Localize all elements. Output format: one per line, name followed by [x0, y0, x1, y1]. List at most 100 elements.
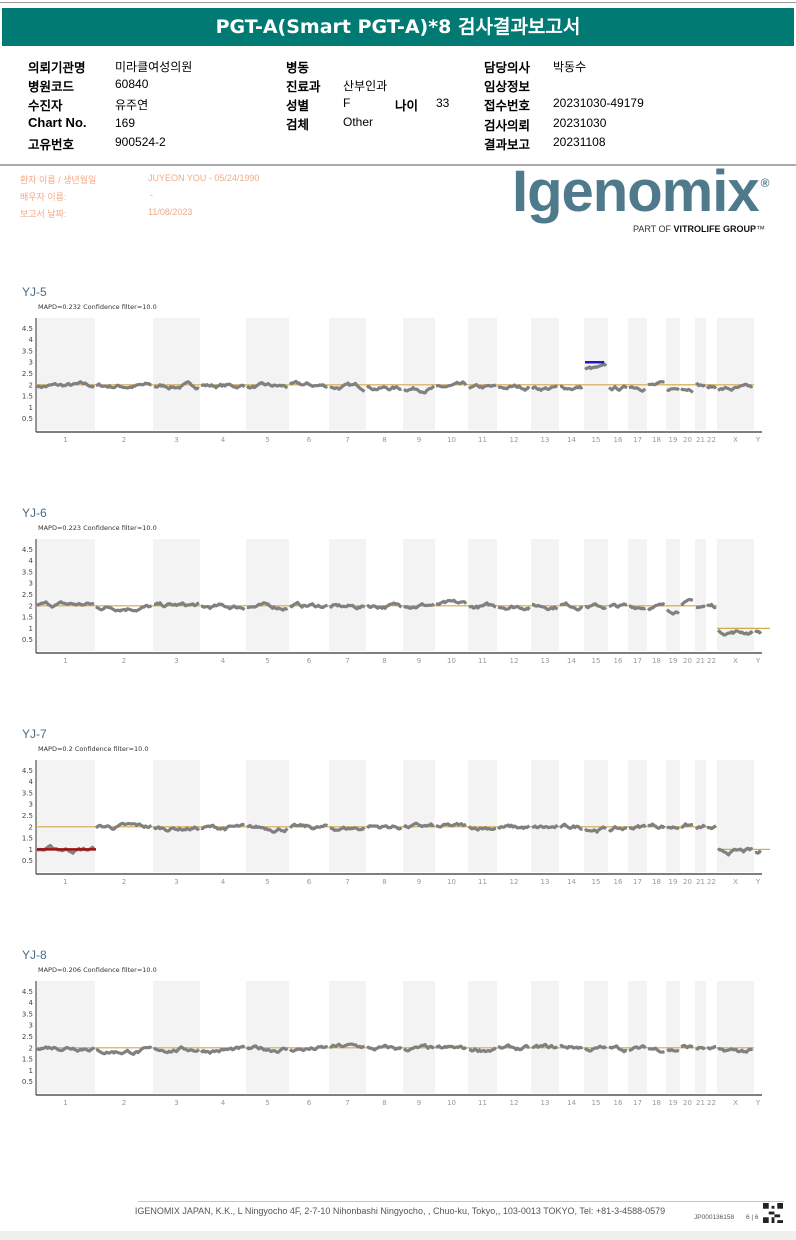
- value-specimen: Other: [343, 115, 374, 129]
- y-tick-label: 2: [29, 602, 33, 610]
- copy-number-trace-chr9: [402, 821, 435, 830]
- y-tick-label: 4.5: [22, 767, 33, 775]
- y-tick-label: 2: [29, 823, 33, 831]
- cnv-chart-yj7: YJ-7 MAPD=0.2 Confidence filter=10.0 0.5…: [0, 726, 796, 926]
- copy-number-trace-chr12: [497, 1043, 530, 1052]
- x-tick-label: 21: [696, 878, 705, 886]
- chromosome-band-9: [403, 539, 435, 651]
- value-patient: 유주연: [115, 98, 149, 112]
- logo-tagline: PART OF VITROLIFE GROUP™: [633, 224, 765, 235]
- copy-number-trace-chr6: [288, 379, 328, 389]
- x-tick-label: 15: [592, 1099, 601, 1107]
- igenomix-logo: Igenomix ®: [512, 163, 769, 221]
- chart-subtitle: MAPD=0.2 Confidence filter=10.0: [38, 745, 149, 753]
- copy-number-trace-chr16: [608, 384, 628, 392]
- chromosome-band-15: [584, 981, 608, 1093]
- copy-number-trace-chr3: [153, 601, 200, 609]
- copy-number-trace-chr15: [583, 825, 607, 834]
- x-tick-label: 7: [345, 657, 349, 665]
- copy-number-trace-chr16: [608, 602, 628, 609]
- copy-number-trace-chr22: [706, 824, 717, 831]
- copy-number-trace-chr2: [95, 381, 152, 390]
- chromosome-band-X: [717, 981, 754, 1093]
- page-number: 6 | 6: [746, 1214, 759, 1221]
- copy-number-trace-chr18: [647, 380, 665, 387]
- x-tick-label: X: [733, 878, 738, 886]
- x-tick-label: 16: [614, 1099, 623, 1107]
- copy-number-trace-chr20: [680, 822, 694, 829]
- copy-number-trace-chr7: [329, 825, 366, 832]
- chromosome-band-X: [717, 760, 754, 872]
- label-request-date: 검사의뢰: [484, 118, 531, 133]
- copy-number-trace-chr17: [628, 385, 647, 393]
- label-patient: 수진자: [28, 98, 63, 113]
- copy-number-trace-chr13: [531, 823, 559, 830]
- copy-number-trace-chr3: [153, 380, 200, 391]
- copy-number-trace-chr20: [680, 1043, 694, 1050]
- logo-text: Igenomix: [512, 159, 760, 224]
- x-tick-label: 10: [447, 657, 456, 665]
- x-tick-label: 1: [63, 878, 67, 886]
- copy-number-trace-chr4: [199, 1044, 246, 1055]
- copy-number-trace-chr22: [706, 602, 717, 610]
- x-tick-label: 7: [345, 1099, 349, 1107]
- copy-number-trace-chr13: [531, 602, 559, 612]
- x-tick-label: 19: [669, 657, 678, 665]
- copy-number-trace-chr2: [94, 821, 153, 831]
- copy-number-trace-chr17: [628, 1044, 647, 1053]
- y-tick-label: 0.5: [22, 1078, 33, 1086]
- chromosome-band-17: [628, 981, 647, 1093]
- copy-number-trace-chr14: [559, 1043, 584, 1050]
- chromosome-band-21: [695, 539, 706, 651]
- y-tick-label: 4.5: [22, 325, 33, 333]
- y-tick-label: 4.5: [22, 546, 33, 554]
- x-tick-label: 2: [122, 436, 126, 444]
- copy-number-trace-chr20: [680, 387, 694, 394]
- copy-number-trace-chr14: [559, 601, 584, 612]
- x-tick-label: 2: [122, 1099, 126, 1107]
- x-tick-label: 15: [592, 436, 601, 444]
- y-tick-label: 3.5: [22, 789, 33, 797]
- copy-number-trace-chr20: [680, 597, 694, 607]
- x-tick-label: Y: [755, 436, 761, 444]
- x-tick-label: 13: [541, 657, 550, 665]
- value-report-date: 20231108: [553, 135, 606, 149]
- value-institution: 미라클여성의원: [115, 60, 193, 74]
- x-tick-label: 16: [614, 878, 623, 886]
- x-tick-label: 6: [307, 878, 312, 886]
- x-tick-label: 9: [417, 878, 421, 886]
- chromosome-band-21: [695, 760, 706, 872]
- x-tick-label: 8: [382, 1099, 386, 1107]
- x-tick-label: 3: [174, 657, 178, 665]
- value-sex: F: [343, 96, 351, 110]
- x-tick-label: 20: [683, 436, 692, 444]
- x-tick-label: 11: [478, 1099, 487, 1107]
- chromosome-band-5: [246, 760, 289, 872]
- copy-number-trace-chr1: [35, 600, 95, 609]
- chromosome-band-13: [531, 318, 559, 430]
- x-tick-label: 7: [345, 436, 349, 444]
- y-tick-label: 4: [29, 557, 34, 565]
- label-department: 진료과: [286, 79, 321, 94]
- chart-subtitle: MAPD=0.223 Confidence filter=10.0: [38, 524, 157, 532]
- chromosome-band-1: [36, 318, 95, 430]
- copy-number-trace-chr16: [608, 1044, 628, 1054]
- copy-number-trace-chr19: [666, 825, 680, 831]
- x-tick-label: 20: [683, 1099, 692, 1107]
- x-tick-label: 6: [307, 436, 312, 444]
- copy-number-trace-chr5: [246, 601, 289, 612]
- value-doctor: 박동수: [553, 60, 587, 74]
- x-tick-label: 6: [307, 1099, 312, 1107]
- chromosome-band-11: [468, 981, 497, 1093]
- x-tick-label: 17: [633, 1099, 642, 1107]
- copy-number-trace-chr8: [366, 1043, 403, 1052]
- x-tick-label: 7: [345, 878, 349, 886]
- x-tick-label: 17: [633, 436, 642, 444]
- chromosome-band-5: [246, 318, 289, 430]
- x-tick-label: Y: [755, 657, 761, 665]
- chromosome-band-19: [666, 760, 680, 872]
- copy-number-trace-chr8: [365, 824, 403, 831]
- copy-number-trace-chrX: [717, 382, 754, 392]
- copy-number-trace-chr19: [665, 608, 680, 616]
- label-chart-no: Chart No.: [28, 115, 87, 130]
